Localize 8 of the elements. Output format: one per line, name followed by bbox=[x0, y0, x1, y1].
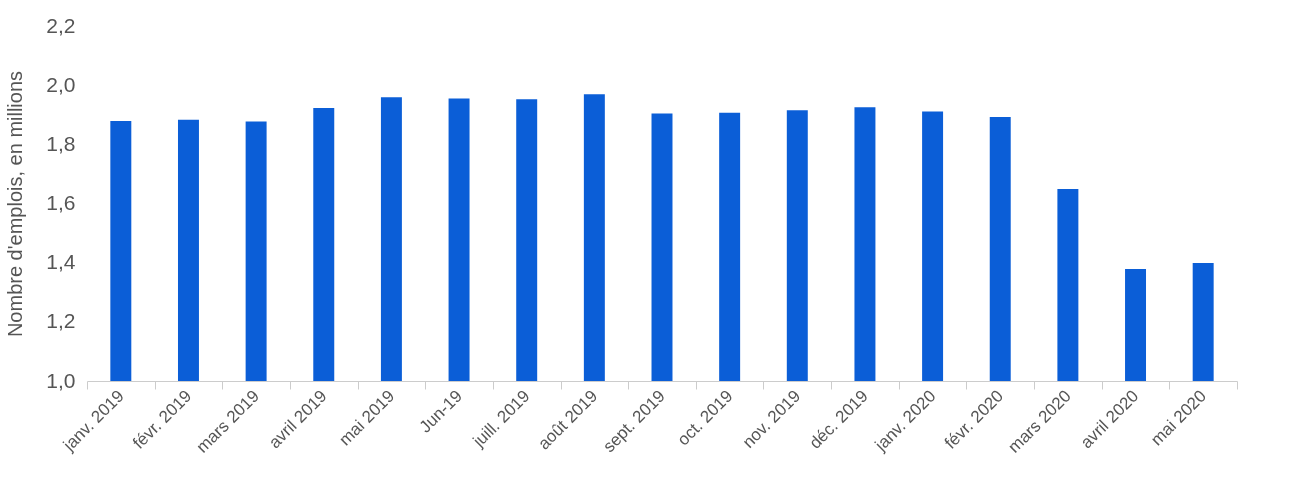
y-tick-label: 1,4 bbox=[46, 250, 76, 274]
y-tick-label: 2,2 bbox=[46, 13, 76, 37]
y-tick-label: 1,2 bbox=[46, 309, 76, 333]
y-tick-label: 1,0 bbox=[46, 368, 76, 392]
y-tick-label: 2,0 bbox=[46, 72, 76, 96]
y-tick-label: 1,6 bbox=[46, 191, 76, 214]
y-tick-label: 1,8 bbox=[46, 131, 76, 155]
y-axis-title: Nombre d'emplois, en millions bbox=[4, 70, 27, 338]
